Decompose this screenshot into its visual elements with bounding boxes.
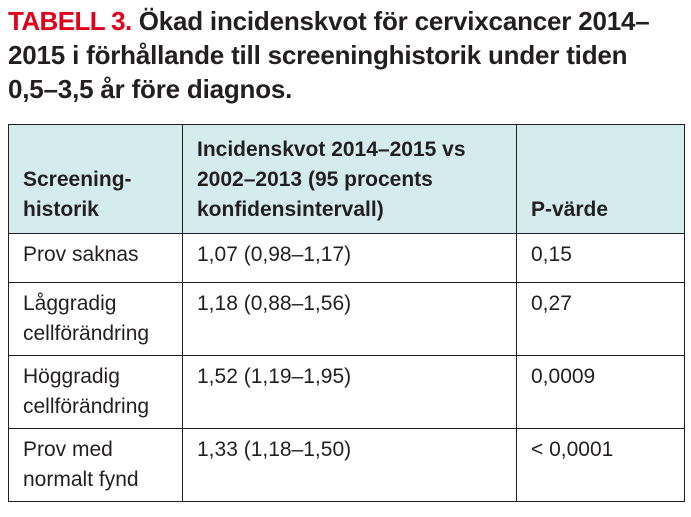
cell-p-value: < 0,0001 <box>516 428 685 502</box>
table-caption-text: Ökad incidenskvot för cervixcancer 2014–… <box>8 6 650 104</box>
column-header-p-value: P-värde <box>516 124 685 234</box>
table-row: Höggradig cellförändring 1,52 (1,19–1,95… <box>8 355 685 429</box>
table-row: Låggradig cellförändring 1,18 (0,88–1,56… <box>8 282 685 356</box>
table-header-row: Screening-historik Incidenskvot 2014–201… <box>8 124 685 234</box>
cell-screening-history: Låggradig cellförändring <box>8 282 183 356</box>
cell-incidence-ratio: 1,18 (0,88–1,56) <box>182 282 517 356</box>
table-caption: TABELL 3. Ökad incidenskvot för cervixca… <box>8 4 684 106</box>
data-table: Screening-historik Incidenskvot 2014–201… <box>8 124 685 502</box>
cell-p-value: 0,27 <box>516 282 685 356</box>
cell-incidence-ratio: 1,52 (1,19–1,95) <box>182 355 517 429</box>
table-number-label: TABELL 3. <box>8 6 132 36</box>
cell-screening-history: Höggradig cellförändring <box>8 355 183 429</box>
cell-incidence-ratio: 1,07 (0,98–1,17) <box>182 233 517 283</box>
table-row: Prov saknas 1,07 (0,98–1,17) 0,15 <box>8 233 685 283</box>
cell-p-value: 0,15 <box>516 233 685 283</box>
cell-screening-history: Prov med normalt fynd <box>8 428 183 502</box>
cell-incidence-ratio: 1,33 (1,18–1,50) <box>182 428 517 502</box>
cell-p-value: 0,0009 <box>516 355 685 429</box>
column-header-incidence-ratio: Incidenskvot 2014–2015 vs 2002–2013 (95 … <box>182 124 517 234</box>
column-header-screening-history: Screening-historik <box>8 124 183 234</box>
table-row: Prov med normalt fynd 1,33 (1,18–1,50) <… <box>8 428 685 502</box>
cell-screening-history: Prov saknas <box>8 233 183 283</box>
